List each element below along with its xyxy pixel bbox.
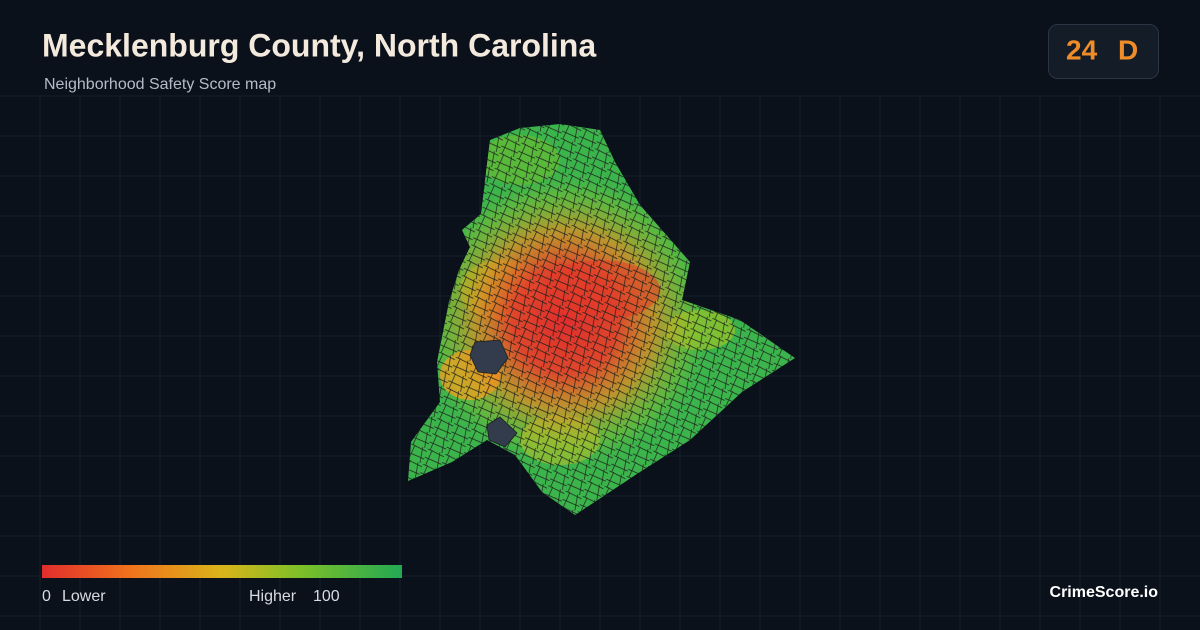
subtitle: Neighborhood Safety Score map xyxy=(44,76,276,93)
legend-max: 100 xyxy=(313,588,340,605)
score-badge xyxy=(1048,24,1159,79)
legend-scale xyxy=(42,565,402,578)
legend-min-label: Lower xyxy=(62,588,106,605)
county-map xyxy=(408,124,795,515)
legend-min: 0 xyxy=(42,588,51,605)
grade: D xyxy=(1118,34,1138,65)
score: 24 xyxy=(1066,34,1098,65)
legend-max-label: Higher xyxy=(249,588,297,605)
background-grid xyxy=(0,95,1200,630)
title: Mecklenburg County, North Carolina xyxy=(42,27,596,63)
brand: CrimeScore.io xyxy=(1050,584,1159,601)
